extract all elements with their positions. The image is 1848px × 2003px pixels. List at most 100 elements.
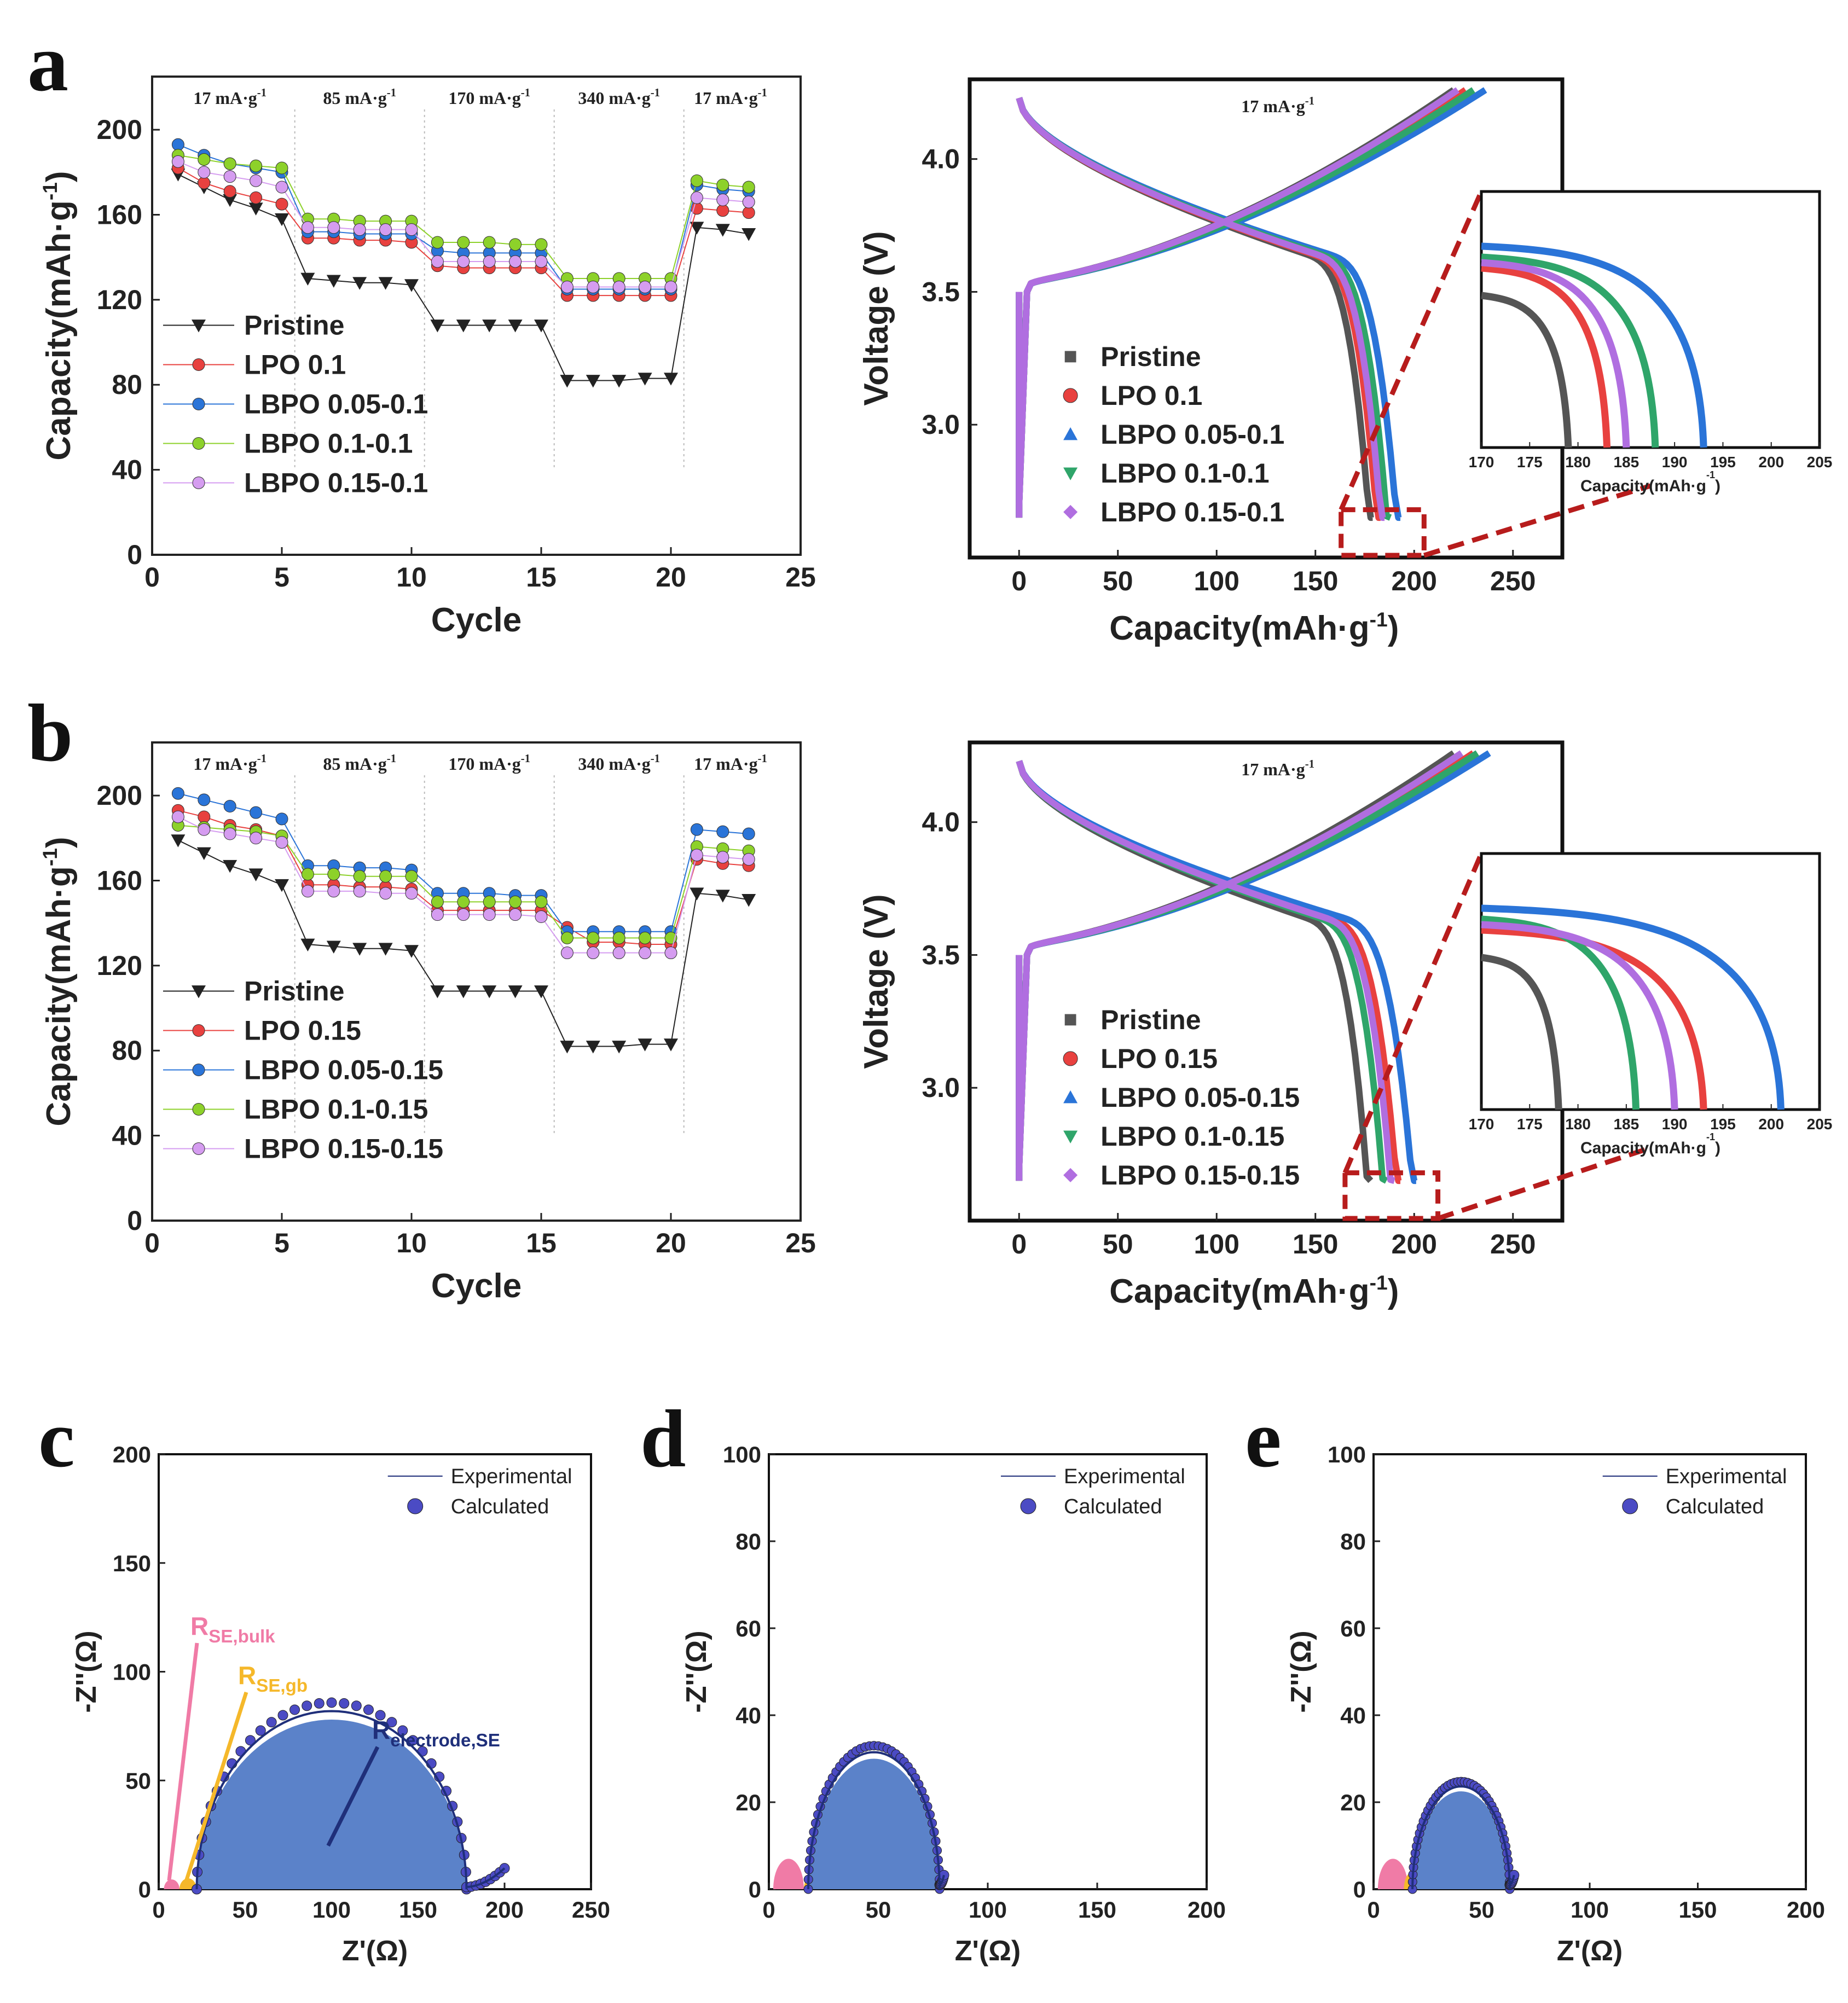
data-point bbox=[431, 895, 444, 908]
eis-chart-d: 0 50 100 150 200 0 20 40 60 80 100 Z'(Ω) -Z''(Ω) Expe… bbox=[681, 1442, 1226, 1967]
x-tick-label: 100 bbox=[312, 1897, 351, 1923]
panel-label-d: d bbox=[640, 1394, 686, 1484]
legend-label: Pristine bbox=[244, 976, 344, 1006]
data-point bbox=[198, 176, 211, 189]
rate-segment-label: 17 mA·g-1 bbox=[694, 86, 767, 108]
x-tick-label: 10 bbox=[396, 1228, 427, 1258]
discharge-curve bbox=[1016, 760, 1374, 1183]
data-point bbox=[327, 885, 340, 898]
x-tick-label: 200 bbox=[485, 1897, 524, 1923]
x-tick-label: 0 bbox=[144, 562, 160, 593]
data-point bbox=[378, 277, 393, 290]
calculated-point bbox=[255, 1725, 266, 1736]
inset-curve bbox=[1481, 915, 1640, 1110]
data-point bbox=[378, 943, 393, 956]
legend-label: LPO 0.15 bbox=[1100, 1043, 1218, 1074]
rate-segment-label: 340 mA·g-1 bbox=[578, 86, 660, 108]
data-point bbox=[171, 810, 184, 823]
calculated-point bbox=[386, 1717, 397, 1728]
legend-label: LPO 0.1 bbox=[244, 349, 346, 380]
inset-axis-title: Capacity(mAh·g-1) bbox=[1580, 1131, 1720, 1157]
data-point bbox=[534, 985, 548, 998]
data-point bbox=[327, 868, 340, 881]
legend-label: LBPO 0.1-0.15 bbox=[244, 1094, 428, 1124]
data-point bbox=[223, 157, 236, 170]
legend-label: LBPO 0.1-0.1 bbox=[1100, 458, 1269, 489]
data-point bbox=[430, 985, 445, 998]
calculated-point bbox=[289, 1704, 300, 1715]
data-point bbox=[483, 236, 496, 249]
legend-label: Experimental bbox=[1666, 1465, 1787, 1488]
y-tick-label: 120 bbox=[97, 950, 142, 981]
experimental-line bbox=[195, 1710, 506, 1890]
y-tick-label: 3.5 bbox=[922, 276, 960, 307]
legend-marker bbox=[192, 437, 205, 450]
data-point bbox=[509, 238, 522, 251]
data-point bbox=[379, 870, 392, 883]
data-point bbox=[664, 1038, 678, 1052]
legend-label: Calculated bbox=[1064, 1495, 1162, 1518]
data-point bbox=[223, 170, 236, 183]
y-tick-label: 40 bbox=[1340, 1703, 1366, 1728]
data-point bbox=[716, 204, 729, 217]
inset-tick-label: 190 bbox=[1662, 1116, 1688, 1133]
x-tick-label: 5 bbox=[274, 562, 289, 593]
data-point bbox=[483, 255, 496, 268]
data-point bbox=[509, 255, 522, 268]
data-point bbox=[560, 931, 573, 944]
data-point bbox=[587, 931, 600, 944]
data-point bbox=[742, 195, 755, 208]
y-tick-label: 120 bbox=[97, 285, 142, 315]
bulk-arc bbox=[773, 1859, 804, 1889]
legend-marker bbox=[192, 320, 206, 333]
x-tick-label: 0 bbox=[1011, 1229, 1027, 1259]
data-point bbox=[198, 810, 211, 823]
calculated-point bbox=[245, 1735, 256, 1746]
inset-tick-label: 180 bbox=[1565, 1116, 1591, 1133]
data-point bbox=[715, 890, 730, 903]
data-point bbox=[535, 238, 548, 251]
data-point bbox=[223, 185, 236, 198]
x-tick-label: 15 bbox=[526, 562, 557, 593]
x-tick-label: 0 bbox=[152, 1897, 165, 1923]
legend-label: LBPO 0.1-0.1 bbox=[244, 428, 413, 458]
data-point bbox=[326, 275, 341, 288]
x-tick-label: 0 bbox=[144, 1228, 160, 1258]
x-tick-label: 100 bbox=[1194, 1229, 1239, 1259]
discharge-curve bbox=[1016, 97, 1374, 521]
legend-label: LBPO 0.1-0.15 bbox=[1100, 1121, 1284, 1152]
y-tick-label: 100 bbox=[723, 1442, 761, 1467]
data-point bbox=[664, 947, 677, 960]
voltage-annotation: 17 mA·g-1 bbox=[1241, 758, 1314, 779]
data-point bbox=[457, 895, 470, 908]
x-tick-label: 5 bbox=[274, 1228, 289, 1258]
x-tick-label: 10 bbox=[396, 562, 427, 593]
data-point bbox=[716, 193, 729, 206]
data-point bbox=[483, 908, 496, 921]
data-point bbox=[301, 885, 314, 898]
x-tick-label: 150 bbox=[1293, 1229, 1338, 1259]
x-tick-label: 250 bbox=[1490, 566, 1536, 596]
data-point bbox=[483, 895, 496, 908]
data-point bbox=[223, 827, 236, 840]
legend-marker bbox=[192, 1102, 205, 1116]
data-point bbox=[690, 222, 704, 235]
inset-tick-label: 195 bbox=[1710, 454, 1736, 471]
legend-marker bbox=[192, 476, 205, 489]
data-point bbox=[612, 375, 627, 388]
legend-marker bbox=[1063, 388, 1078, 403]
data-point bbox=[171, 834, 186, 847]
data-point bbox=[482, 985, 497, 998]
data-point bbox=[456, 320, 471, 333]
data-point bbox=[352, 943, 367, 956]
data-point bbox=[742, 206, 755, 219]
discharge-curve bbox=[1016, 760, 1388, 1184]
inset-curve bbox=[1481, 926, 1707, 1110]
legend-marker bbox=[192, 1142, 205, 1155]
data-point bbox=[716, 178, 729, 191]
legend-label: LPO 0.15 bbox=[244, 1015, 361, 1046]
inset-curve bbox=[1481, 292, 1572, 448]
x-tick-label: 15 bbox=[526, 1228, 557, 1258]
data-point bbox=[275, 812, 288, 826]
y-tick-label: 200 bbox=[97, 114, 142, 145]
